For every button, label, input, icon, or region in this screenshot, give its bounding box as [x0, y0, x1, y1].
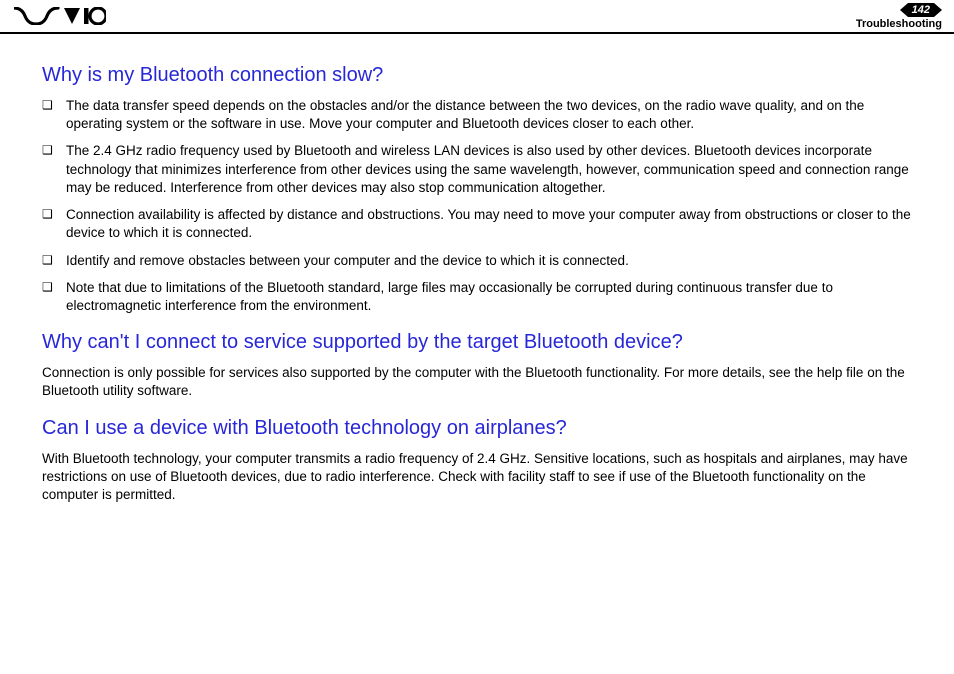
list-item: The data transfer speed depends on the o… [42, 97, 918, 133]
page-content: Why is my Bluetooth connection slow? The… [0, 34, 954, 532]
header-right: 142 Troubleshooting [856, 3, 942, 30]
page-header: 142 Troubleshooting [0, 0, 954, 34]
vaio-logo [14, 7, 106, 25]
question-heading-2: Why can't I connect to service supported… [42, 331, 918, 354]
list-item: Identify and remove obstacles between yo… [42, 252, 918, 270]
answer-paragraph-3: With Bluetooth technology, your computer… [42, 450, 918, 505]
section-label: Troubleshooting [856, 18, 942, 30]
page-number: 142 [908, 3, 934, 17]
answer-paragraph-2: Connection is only possible for services… [42, 364, 918, 400]
bullet-list-1: The data transfer speed depends on the o… [42, 97, 918, 315]
list-item: Connection availability is affected by d… [42, 206, 918, 242]
prev-page-arrow[interactable] [900, 3, 908, 17]
next-page-arrow[interactable] [934, 3, 942, 17]
page-number-badge[interactable]: 142 [900, 3, 942, 17]
question-heading-3: Can I use a device with Bluetooth techno… [42, 417, 918, 440]
question-heading-1: Why is my Bluetooth connection slow? [42, 64, 918, 87]
list-item: Note that due to limitations of the Blue… [42, 279, 918, 315]
list-item: The 2.4 GHz radio frequency used by Blue… [42, 142, 918, 197]
